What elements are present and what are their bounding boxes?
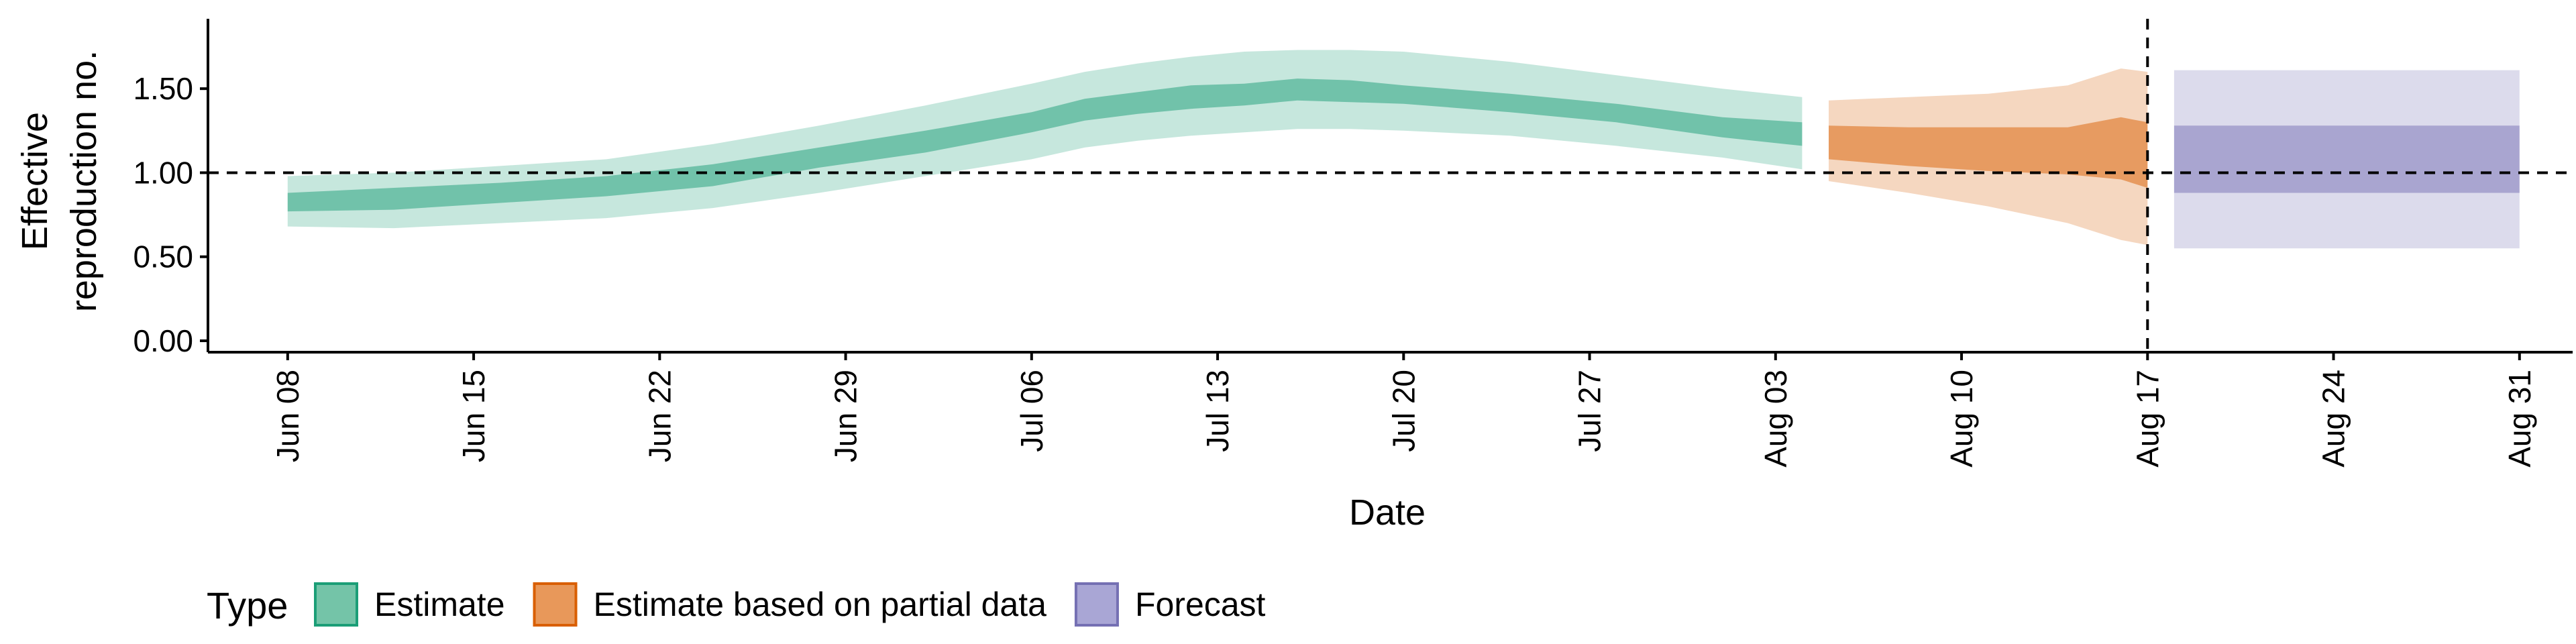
x-axis-title: Date [1349, 492, 1426, 533]
x-tick-label: Aug 31 [2502, 370, 2537, 468]
x-tick-label: Jun 15 [456, 370, 491, 462]
legend-label-estimate-based-on-partial-data: Estimate based on partial data [594, 586, 1047, 623]
x-tick-label: Aug 24 [2316, 370, 2351, 468]
legend-label-estimate: Estimate [374, 586, 505, 623]
y-axis-title-line1: Effective [15, 112, 55, 250]
legend-key-estimate-based-on-partial-data [533, 582, 578, 627]
x-tick-label: Jul 13 [1200, 370, 1235, 452]
x-tick-label: Aug 10 [1944, 370, 1979, 468]
y-axis-title-line2: reproduction no. [64, 50, 104, 312]
legend-key-estimate [314, 582, 358, 627]
forecast-inner-band [2174, 125, 2520, 193]
y-tick-label: 1.00 [133, 155, 193, 190]
legend-label-forecast: Forecast [1135, 586, 1266, 623]
x-tick-label: Jun 22 [642, 370, 677, 462]
legend-title: Type [207, 584, 288, 627]
x-tick-label: Jun 08 [270, 370, 305, 462]
legend: Type Estimate Estimate based on partial d… [207, 582, 1266, 627]
x-tick-label: Jul 27 [1572, 370, 1607, 452]
axis-titles: Effective reproduction no. Date [15, 50, 1426, 533]
series-bands [287, 50, 2520, 249]
x-axis-ticks: Jun 08 Jun 15 Jun 22 Jun 29 Jul 06 Jul 13 Jul … [270, 352, 2537, 468]
x-tick-label: Aug 03 [1758, 370, 1793, 468]
axes [207, 19, 2573, 354]
x-tick-label: Jul 20 [1386, 370, 1421, 452]
x-tick-label: Aug 17 [2130, 370, 2165, 468]
y-tick-label: 0.50 [133, 239, 193, 274]
x-tick-label: Jun 29 [828, 370, 863, 462]
estimate-based-on-partial-data-inner-band [1829, 117, 2148, 188]
legend-key-forecast [1074, 582, 1119, 627]
y-tick-label: 1.50 [133, 71, 193, 106]
x-tick-label: Jul 06 [1014, 370, 1049, 452]
estimate-inner-band [287, 78, 1803, 212]
y-tick-label: 0.00 [133, 323, 193, 358]
y-axis-ticks: 0.00 0.50 1.00 1.50 [133, 71, 208, 358]
